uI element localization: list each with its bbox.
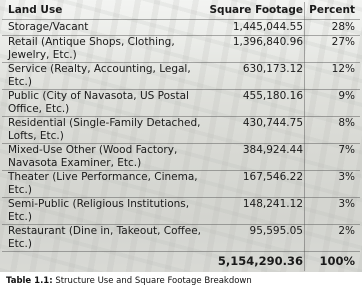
percent: 28% xyxy=(331,21,355,33)
row-separator xyxy=(2,89,360,90)
land-use: Residential (Single-Family Detached, Lof… xyxy=(8,117,201,142)
header-cell: Square Footage xyxy=(209,4,303,16)
land-use: Retail (Antique Shops, Clothing, Jewelry… xyxy=(8,36,175,61)
square-footage: 1,396,840.96 xyxy=(232,36,303,48)
percent: 2% xyxy=(338,225,355,237)
land-use: Mixed-Use Other (Wood Factory, Navasota … xyxy=(8,144,178,169)
caption-label: Table 1.1: xyxy=(6,276,53,286)
row-separator xyxy=(2,224,360,225)
percent: 8% xyxy=(338,117,355,129)
percent: 3% xyxy=(338,198,355,210)
land-use: Public (City of Navasota, US Postal Offi… xyxy=(8,90,189,115)
row-separator xyxy=(2,170,360,171)
caption: Table 1.1: Structure Use and Square Foot… xyxy=(6,276,252,286)
row-separator xyxy=(2,35,360,36)
land-use: Storage/Vacant xyxy=(8,21,89,33)
square-footage: 167,546.22 xyxy=(242,171,303,183)
square-footage: 384,924.44 xyxy=(242,144,303,156)
header-cell: Land Use xyxy=(8,4,63,16)
square-footage: 1,445,044.55 xyxy=(232,21,303,33)
percent: 3% xyxy=(338,171,355,183)
row-separator xyxy=(2,62,360,63)
row-separator xyxy=(2,19,360,20)
total-footage: 5,154,290.36 xyxy=(217,254,303,268)
land-use: Restaurant (Dine in, Takeout, Coffee, Et… xyxy=(8,225,202,250)
percent: 9% xyxy=(338,90,355,102)
header-cell: Percent xyxy=(309,4,355,16)
row-separator xyxy=(2,116,360,117)
caption-text: Structure Use and Square Footage Breakdo… xyxy=(55,276,252,286)
column-separator xyxy=(304,2,305,271)
row-separator xyxy=(2,143,360,144)
percent: 7% xyxy=(338,144,355,156)
land-use: Semi-Public (Religious Institutions, Etc… xyxy=(8,198,190,223)
row-separator xyxy=(2,197,360,198)
square-footage: 148,241.12 xyxy=(242,198,303,210)
square-footage: 430,744.75 xyxy=(242,117,303,129)
land-use: Theater (Live Performance, Cinema, Etc.) xyxy=(8,171,198,196)
percent: 12% xyxy=(331,63,355,75)
table-overlay xyxy=(0,0,362,272)
percent: 27% xyxy=(331,36,355,48)
square-footage: 630,173.12 xyxy=(242,63,303,75)
total-percent: 100% xyxy=(319,254,355,268)
square-footage: 95,595.05 xyxy=(249,225,303,237)
row-separator xyxy=(2,251,360,252)
square-footage: 455,180.16 xyxy=(242,90,303,102)
land-use: Service (Realty, Accounting, Legal, Etc.… xyxy=(8,63,191,88)
